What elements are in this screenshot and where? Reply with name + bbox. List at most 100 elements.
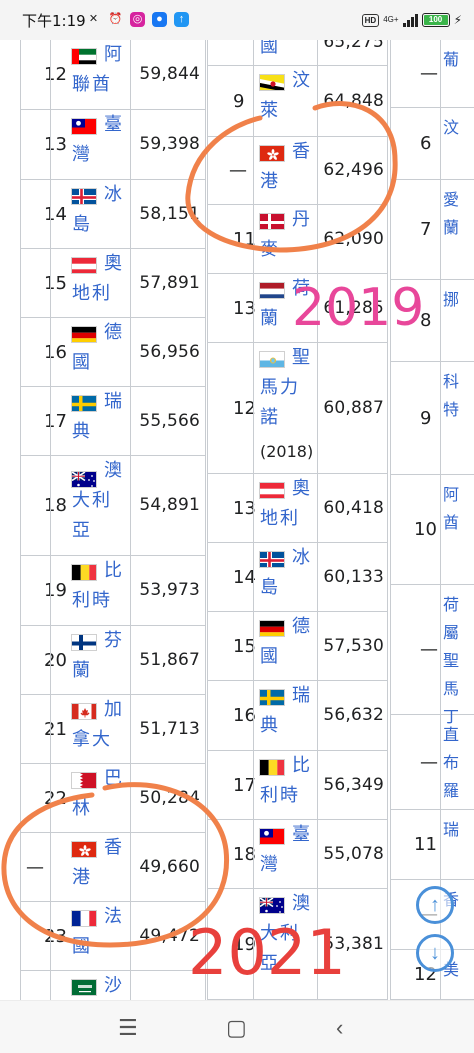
country-link[interactable]: 比利時 bbox=[72, 560, 124, 611]
country-link[interactable]: 丹麥 bbox=[260, 209, 312, 260]
country-link[interactable]: 瑞典 bbox=[72, 391, 124, 442]
germany-flag-icon bbox=[71, 326, 97, 343]
country-link[interactable]: 德國 bbox=[72, 322, 124, 373]
country-link[interactable]: 冰島 bbox=[72, 184, 124, 235]
gdp-value-cell: 51,713 bbox=[139, 718, 200, 739]
back-button[interactable]: ‹ bbox=[336, 1015, 344, 1040]
scroll-up-button[interactable]: ↑ bbox=[416, 886, 454, 924]
gdp-value-cell: 56,956 bbox=[139, 341, 200, 362]
country-link[interactable]: 奧地利 bbox=[72, 253, 124, 304]
gdp-value-cell: 59,398 bbox=[139, 134, 200, 154]
column-divider bbox=[387, 40, 388, 1000]
gdp-value-cell: 55,566 bbox=[139, 410, 200, 431]
rank-cell: 19 bbox=[44, 580, 67, 601]
country-link[interactable]: 愛蘭 bbox=[443, 190, 460, 237]
rank-cell: 12 bbox=[233, 397, 256, 419]
table-row: 18 臺灣 55,078 bbox=[207, 820, 388, 889]
gdp-value-cell: 62,090 bbox=[323, 228, 384, 249]
rank-cell: — bbox=[420, 751, 438, 773]
rank-cell: 21 bbox=[44, 718, 67, 740]
iceland-flag-icon bbox=[71, 188, 97, 205]
annotation-year-2021: 2021 bbox=[188, 916, 346, 989]
country-link[interactable]: 瑞 bbox=[443, 820, 460, 839]
rank-cell: 9 bbox=[420, 407, 432, 429]
rank-cell: — bbox=[420, 639, 438, 660]
country-link[interactable]: 聖馬力諾 bbox=[260, 347, 312, 428]
scroll-down-button[interactable]: ↓ bbox=[416, 934, 454, 972]
rank-cell: 19 bbox=[233, 933, 256, 955]
gdp-value-cell: 57,530 bbox=[323, 635, 384, 656]
rank-cell: — bbox=[26, 856, 44, 878]
gdp-value-cell: 59,844 bbox=[139, 64, 200, 84]
rank-cell: 16 bbox=[233, 705, 256, 726]
table-row: 19 澳大利亞 53,381 bbox=[207, 889, 388, 1000]
country-link[interactable]: 阿酋 bbox=[443, 485, 460, 532]
country-link[interactable]: 國 bbox=[260, 40, 280, 57]
country-link[interactable]: 挪 bbox=[443, 290, 460, 309]
gdp-value-cell: 65,275 bbox=[323, 40, 384, 52]
country-link[interactable]: 比利時 bbox=[260, 755, 312, 806]
table-row: — 香港 49,660 bbox=[20, 833, 206, 902]
country-link[interactable]: 德國 bbox=[260, 616, 312, 667]
austria-flag-icon bbox=[71, 257, 97, 274]
arrow-up-icon: ↑ bbox=[430, 893, 440, 916]
rank-cell: 6 bbox=[420, 133, 432, 154]
rank-cell: 14 bbox=[233, 566, 256, 588]
gdp-value-cell: 56,349 bbox=[323, 774, 384, 795]
country-link[interactable]: 香港 bbox=[260, 141, 312, 192]
country-link[interactable]: 芬蘭 bbox=[72, 630, 124, 681]
rank-cell: 7 bbox=[420, 219, 432, 240]
arrow-down-icon: ↓ bbox=[430, 941, 440, 964]
uae-flag-icon bbox=[71, 48, 97, 65]
country-link[interactable]: 臺灣 bbox=[72, 114, 124, 165]
rank-cell: 13 bbox=[44, 134, 67, 155]
country-link[interactable]: 荷蘭 bbox=[260, 278, 312, 329]
country-link[interactable]: 臺灣 bbox=[260, 824, 312, 875]
country-link[interactable]: 荷屬聖馬丁 bbox=[443, 595, 460, 726]
table-row: 7 愛蘭 bbox=[390, 180, 474, 280]
country-link[interactable]: 澳大利亞 bbox=[260, 893, 312, 974]
table-row: 17 比利時 56,349 bbox=[207, 751, 388, 820]
app-icon: ↑ bbox=[174, 12, 189, 27]
austria-flag-icon bbox=[259, 482, 285, 499]
gdp-value-cell: 61,285 bbox=[323, 297, 384, 318]
country-link[interactable]: 汶 bbox=[443, 118, 460, 137]
table-row: — 香港 62,496 bbox=[207, 137, 388, 205]
country-link[interactable]: 科特 bbox=[443, 372, 460, 419]
country-link[interactable]: 直布羅 bbox=[443, 725, 460, 800]
year-note: (2018) bbox=[260, 442, 314, 461]
sweden-flag-icon bbox=[71, 395, 97, 412]
country-link[interactable]: 汶萊 bbox=[260, 70, 312, 121]
country-link[interactable]: 香港 bbox=[72, 837, 124, 888]
column-divider bbox=[130, 40, 131, 1000]
gdp-value-cell: 54,891 bbox=[139, 495, 200, 515]
country-link[interactable]: 冰島 bbox=[260, 547, 312, 598]
netherlands-flag-icon bbox=[259, 282, 285, 299]
australia-flag-icon bbox=[71, 471, 97, 488]
column-divider bbox=[20, 40, 21, 1000]
rank-cell: 14 bbox=[44, 203, 67, 225]
home-button[interactable]: ▢ bbox=[226, 1015, 247, 1040]
country-link[interactable]: 澳大利亞 bbox=[72, 460, 124, 541]
country-link[interactable]: 加拿大 bbox=[72, 699, 124, 750]
country-link[interactable]: 阿聯酋 bbox=[72, 44, 124, 95]
country-link[interactable]: 瑞典 bbox=[260, 685, 312, 736]
rank-cell: 15 bbox=[44, 272, 67, 294]
gdp-value-cell: 60,887 bbox=[323, 397, 384, 418]
rank-cell: 18 bbox=[233, 843, 256, 865]
country-link[interactable]: 巴林 bbox=[72, 768, 124, 819]
country-link[interactable]: 葡 bbox=[443, 50, 460, 69]
table-row: 沙 bbox=[20, 971, 206, 1000]
country-link[interactable]: 奧地利 bbox=[260, 478, 312, 529]
gdp-value-cell: 53,381 bbox=[323, 933, 384, 954]
navigation-bar: ☰ ▢ ‹ bbox=[0, 1000, 474, 1053]
country-link[interactable]: 沙 bbox=[104, 975, 124, 996]
rank-cell: — bbox=[229, 160, 247, 181]
country-link[interactable]: 法國 bbox=[72, 906, 124, 957]
australia-flag-icon bbox=[259, 897, 285, 914]
recents-button[interactable]: ☰ bbox=[118, 1015, 138, 1040]
column-divider bbox=[440, 40, 441, 1000]
table-row: 11 瑞 bbox=[390, 810, 474, 880]
rank-cell: 22 bbox=[44, 787, 67, 809]
